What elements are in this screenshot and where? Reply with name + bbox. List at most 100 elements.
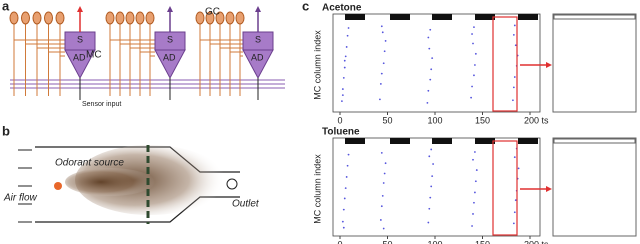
spike [514, 44, 517, 47]
zoom-panel [552, 137, 637, 237]
spike [512, 99, 514, 102]
spike [384, 40, 387, 42]
soma-label: S [167, 34, 173, 44]
spike [472, 158, 474, 161]
spike [429, 196, 432, 199]
chart-title: Toluene [322, 127, 360, 138]
spike [381, 31, 384, 34]
ad-label: AD [73, 52, 86, 62]
spike [344, 187, 347, 190]
spike [427, 89, 430, 92]
arrow [167, 6, 173, 12]
chart-title: Acetone [322, 3, 362, 14]
panel-label: b [2, 123, 10, 138]
spike [382, 182, 385, 184]
plot-frame [332, 137, 541, 237]
spike [513, 211, 516, 214]
spike [430, 148, 433, 151]
granule-cell [145, 11, 155, 25]
spike [345, 46, 348, 48]
stimulus-bar [432, 14, 452, 20]
spike [429, 28, 432, 31]
spike [344, 55, 347, 58]
spike [517, 167, 520, 170]
spike [341, 100, 343, 103]
spike [513, 156, 516, 159]
spike [345, 176, 348, 178]
x-tick-label: 200 ts [524, 239, 549, 244]
spike [472, 42, 474, 45]
zoom-bar [553, 14, 636, 20]
spike [343, 197, 346, 200]
spike [473, 26, 475, 29]
mc-label: MC [86, 50, 102, 61]
x-tick-label: 100 [427, 239, 442, 244]
x-tick-label: 50 [382, 239, 392, 244]
panel-label: c [302, 0, 309, 13]
spike [474, 191, 476, 194]
granule-cell [21, 11, 30, 25]
granule-cell [205, 11, 215, 25]
spike [514, 199, 517, 202]
spike [428, 47, 431, 50]
spike [380, 25, 383, 28]
spike [381, 194, 384, 197]
spike [470, 96, 472, 99]
granule-cell [105, 11, 115, 25]
granule-cell [125, 11, 135, 25]
spike [382, 62, 385, 65]
stimulus-bar [345, 138, 365, 144]
spike [341, 220, 344, 223]
stimulus-bar [345, 14, 365, 20]
spike [513, 76, 516, 78]
x-tick-label: 200 ts [524, 115, 549, 125]
label: Air flow [3, 193, 38, 204]
spike [346, 164, 349, 167]
arrow [255, 6, 261, 12]
soma-label: S [255, 34, 261, 44]
stimulus-bar [390, 14, 410, 20]
panel-label: a [2, 0, 10, 13]
x-tick-label: 150 [475, 115, 490, 125]
spike [342, 226, 345, 229]
spike [426, 101, 429, 104]
spike [379, 98, 381, 101]
ad-label: AD [163, 52, 176, 62]
spike [341, 88, 344, 90]
zoom-panel [552, 13, 637, 113]
spike [475, 169, 478, 171]
granule-cell [195, 11, 205, 25]
spike [474, 52, 477, 55]
stimulus-bar [518, 14, 538, 20]
ad [242, 49, 274, 80]
spike [431, 57, 434, 60]
spike [346, 34, 349, 37]
spike [471, 225, 473, 227]
zoom-bar [553, 138, 636, 144]
panel-b: b Odorant source Air flow Outlet [2, 123, 260, 224]
zoom-head [546, 62, 552, 68]
spike [343, 59, 346, 62]
spike [513, 24, 516, 27]
spike [471, 33, 473, 35]
label: Odorant source [55, 158, 124, 169]
y-axis-label: MC column index [312, 30, 322, 100]
spike [347, 153, 350, 156]
gc-label: GC [205, 7, 220, 18]
zoom-box [492, 140, 518, 236]
label: Outlet [232, 199, 260, 210]
spike [429, 78, 432, 81]
zoom-box [492, 16, 518, 112]
stimulus-bar [475, 14, 495, 20]
spike [342, 208, 345, 211]
ad-label: AD [251, 52, 264, 62]
spike [512, 86, 515, 89]
spike [474, 180, 477, 183]
spike [379, 219, 382, 221]
spike [428, 207, 431, 210]
spike [379, 83, 382, 85]
stimulus-bar [390, 138, 410, 144]
arrow [77, 6, 83, 12]
